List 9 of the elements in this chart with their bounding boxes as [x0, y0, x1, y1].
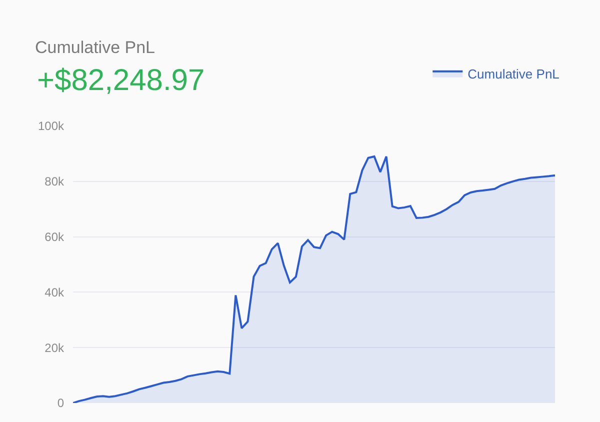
y-tick-label: 20k	[44, 340, 65, 355]
legend-label: Cumulative PnL	[468, 66, 560, 82]
y-tick-label: 60k	[44, 230, 65, 244]
y-tick-label: 100k	[38, 119, 65, 134]
y-tick-label: 80k	[44, 174, 65, 189]
chart-subtitle: +$82,248.97	[37, 64, 205, 97]
chart-title: Cumulative PnL	[35, 38, 156, 57]
y-tick-label: 0	[57, 396, 64, 410]
y-tick-label: 40k	[44, 285, 65, 300]
